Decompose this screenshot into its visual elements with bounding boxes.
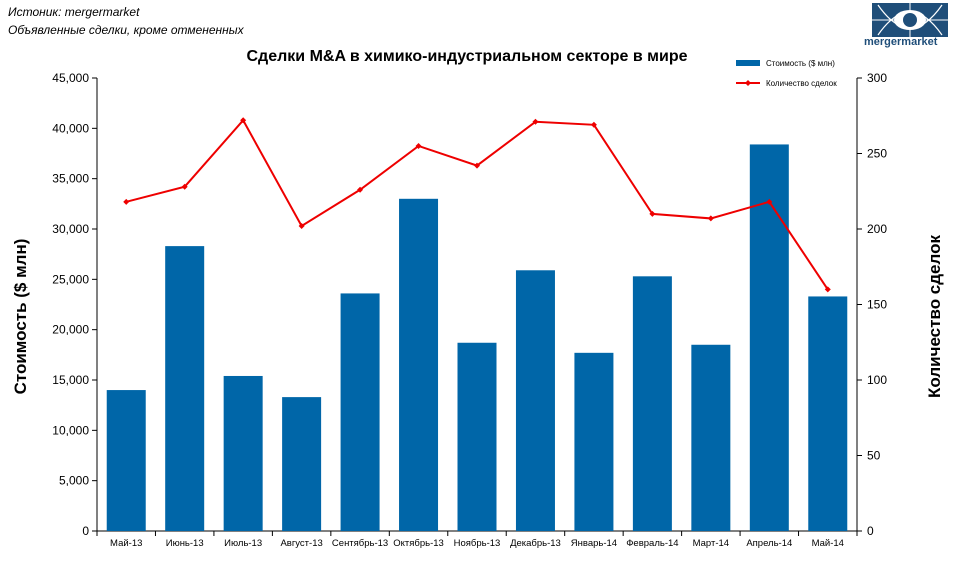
legend-bar-label: Стоимость ($ млн) [766, 59, 835, 68]
deals-count-point [590, 121, 597, 128]
y2-tick-label: 300 [867, 71, 887, 85]
value-bar [632, 276, 672, 531]
y-tick-label: 35,000 [52, 172, 89, 186]
value-bar [106, 390, 146, 531]
value-bar [749, 144, 789, 531]
value-bar [457, 342, 497, 531]
deals-count-point [707, 215, 714, 222]
value-bar [808, 296, 848, 531]
value-bar [223, 375, 263, 531]
y-tick-label: 5,000 [59, 474, 89, 488]
y-axis-title: Стоимость ($ млн) [11, 239, 30, 395]
deals-count-point [824, 286, 831, 293]
deals-count-point [123, 198, 130, 205]
x-tick-label: Март-14 [693, 538, 729, 549]
deals-count-point [474, 162, 480, 169]
deals-count-point [766, 198, 773, 205]
mergermarket-logo [872, 3, 948, 53]
y2-tick-label: 150 [867, 298, 887, 312]
y2-tick-label: 0 [867, 524, 874, 538]
value-bar [691, 344, 731, 531]
deals-count-line [125, 118, 829, 290]
deals-count-point [240, 117, 247, 124]
x-tick-label: Февраль-14 [626, 538, 678, 549]
deals-count-point [357, 186, 364, 193]
y2-tick-label: 100 [867, 373, 887, 387]
y-tick-label: 0 [82, 524, 89, 538]
y2-tick-label: 200 [867, 222, 887, 236]
value-bar [399, 198, 439, 532]
deals-count-point [532, 118, 539, 125]
chart-title: Сделки M&A в химико-индустриальном секто… [247, 48, 688, 65]
legend-line-label: Количество сделок [766, 79, 837, 88]
x-tick-label: Декабрь-13 [510, 538, 561, 549]
y-tick-label: 15,000 [52, 373, 89, 387]
x-tick-label: Июль-13 [224, 538, 262, 549]
legend-line-marker [745, 80, 751, 86]
x-tick-label: Ноябрь-13 [454, 538, 501, 549]
x-tick-label: Август-13 [280, 538, 322, 549]
deals-count-point [415, 142, 422, 149]
x-tick-label: Июнь-13 [166, 538, 204, 549]
legend-bar-swatch [736, 60, 760, 66]
y2-tick-label: 250 [867, 147, 887, 161]
deals-count-point [649, 210, 656, 217]
subtitle-line: Объявленные сделки, кроме отмененных [8, 23, 244, 37]
x-tick-label: Май-13 [110, 538, 142, 549]
y-tick-label: 20,000 [52, 323, 89, 337]
value-bar [165, 246, 205, 531]
source-line: Истоник: mergermarket [8, 5, 140, 19]
value-bar [340, 293, 380, 531]
y-tick-label: 45,000 [52, 71, 89, 85]
value-bar [515, 270, 555, 531]
y-tick-label: 40,000 [52, 121, 89, 135]
value-bar [282, 397, 322, 531]
x-tick-label: Октябрь-13 [393, 538, 444, 549]
value-bar [574, 352, 614, 531]
x-tick-label: Сентябрь-13 [332, 538, 388, 549]
y-tick-label: 30,000 [52, 222, 89, 236]
y-tick-label: 10,000 [52, 423, 89, 437]
x-tick-label: Апрель-14 [746, 538, 792, 549]
logo-text: mergermarket [864, 36, 938, 48]
x-tick-label: Январь-14 [571, 538, 617, 549]
deals-count-point [298, 222, 305, 229]
y2-tick-label: 50 [867, 449, 881, 463]
deals-count-point [181, 183, 188, 190]
y2-axis-title: Количество сделок [925, 235, 944, 398]
logo-icon [872, 3, 948, 37]
y-tick-label: 25,000 [52, 272, 89, 286]
x-tick-label: Май-14 [812, 538, 844, 549]
